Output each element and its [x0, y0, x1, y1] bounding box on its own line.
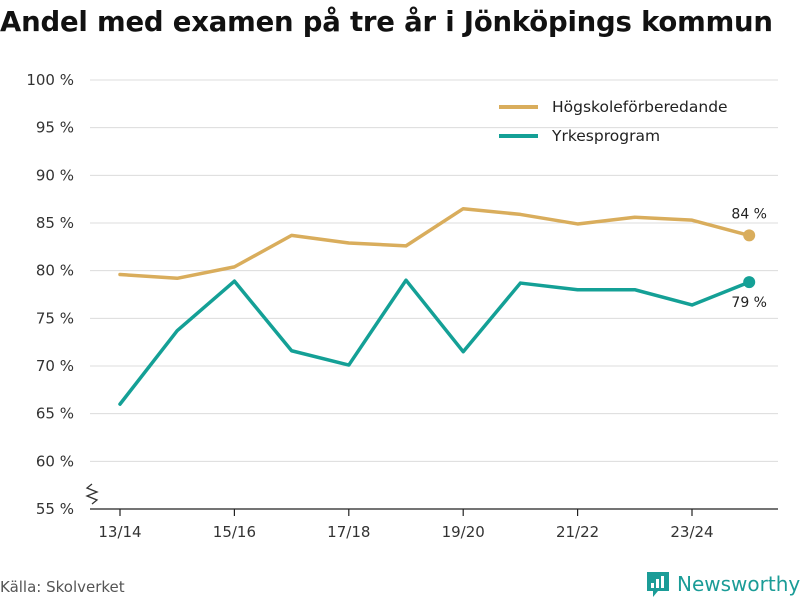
y-tick-label: 95 % [36, 119, 74, 137]
y-tick-label: 100 % [26, 71, 74, 89]
series-line [118, 206, 751, 281]
y-tick-label: 85 % [36, 214, 74, 232]
legend-label: Yrkesprogram [551, 127, 660, 145]
x-tick-label: 13/14 [98, 523, 141, 541]
axis-break-icon [85, 483, 99, 505]
legend-label: Högskoleförberedande [552, 98, 728, 116]
series-end-point [743, 229, 756, 242]
series-line [118, 278, 751, 406]
source-label: Källa: Skolverket [0, 578, 125, 596]
series-end-label: 79 % [731, 295, 767, 311]
series-end-point [743, 276, 756, 289]
x-tick-label: 15/16 [213, 523, 256, 541]
x-tick-label: 19/20 [442, 523, 485, 541]
brand-logo: Newsworthy [645, 569, 800, 599]
series-lines: 84 % 79 % [118, 206, 767, 406]
y-tick-label: 55 % [36, 500, 74, 518]
y-tick-label: 60 % [36, 452, 74, 470]
x-tick-label: 21/22 [556, 523, 599, 541]
x-tick-label: 17/18 [327, 523, 370, 541]
y-tick-label: 65 % [36, 405, 74, 423]
legend: Högskoleförberedande Yrkesprogram [499, 98, 728, 145]
series-end-label: 84 % [731, 206, 767, 222]
x-tick-label: 23/24 [670, 523, 713, 541]
y-tick-label: 70 % [36, 357, 74, 375]
y-tick-label: 80 % [36, 262, 74, 280]
y-tick-label: 75 % [36, 309, 74, 327]
chart-title: Andel med examen på tre år i Jönköpings … [0, 6, 773, 38]
brand-name: Newsworthy [677, 572, 800, 596]
axes: 55 % 60 % 65 % 70 % 75 % 80 % 85 % 90 % 95 % 100 … [26, 71, 778, 541]
y-tick-label: 90 % [36, 166, 74, 184]
newsworthy-logo-icon [647, 572, 669, 597]
grid-lines [90, 79, 778, 462]
